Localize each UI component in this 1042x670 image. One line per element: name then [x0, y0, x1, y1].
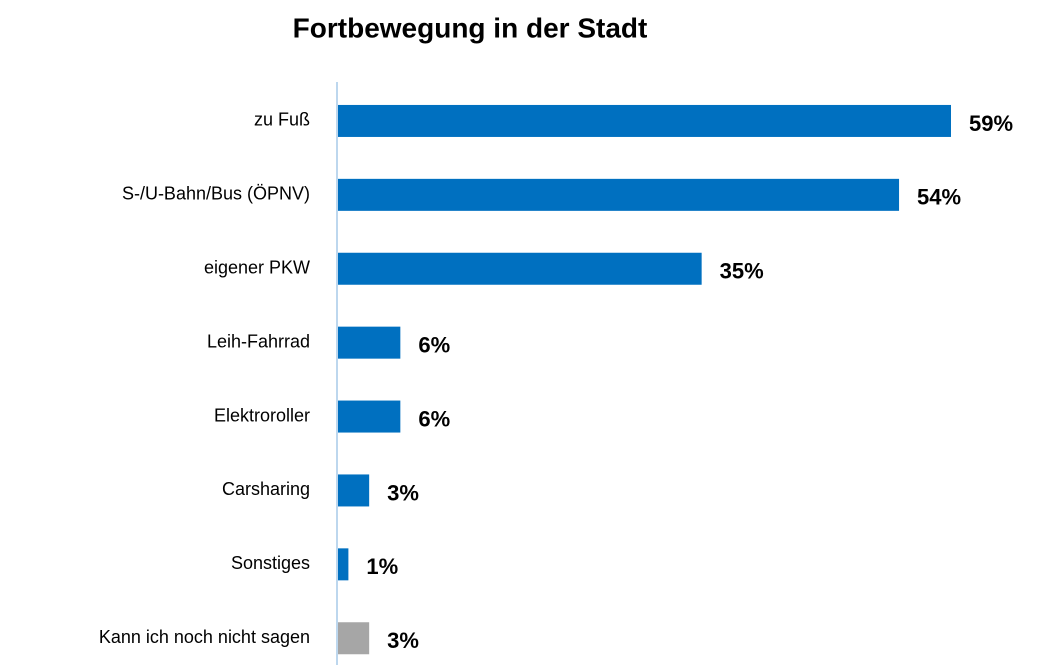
- value-label: 59%: [969, 111, 1013, 136]
- category-label: S-/U-Bahn/Bus (ÖPNV): [122, 184, 310, 204]
- value-label: 6%: [418, 332, 450, 357]
- bar: [338, 474, 370, 507]
- bar: [338, 622, 370, 655]
- category-label: zu Fuß: [254, 110, 310, 130]
- category-label: Carsharing: [222, 479, 310, 499]
- bar: [338, 548, 349, 581]
- value-label: 3%: [387, 628, 419, 653]
- category-label: eigener PKW: [204, 258, 310, 278]
- bar: [338, 400, 401, 433]
- value-label: 6%: [418, 406, 450, 431]
- value-label: 3%: [387, 480, 419, 505]
- bar: [338, 178, 900, 211]
- bar: [338, 252, 702, 285]
- chart-title: Fortbewegung in der Stadt: [293, 12, 648, 43]
- bar: [338, 326, 401, 359]
- value-label: 1%: [366, 554, 398, 579]
- category-label: Sonstiges: [231, 553, 310, 573]
- bar: [338, 104, 951, 137]
- category-label: Elektroroller: [214, 405, 310, 425]
- category-label: Leih-Fahrrad: [207, 331, 310, 351]
- category-label: Kann ich noch nicht sagen: [99, 627, 310, 647]
- value-label: 35%: [720, 259, 764, 284]
- value-label: 54%: [917, 185, 961, 210]
